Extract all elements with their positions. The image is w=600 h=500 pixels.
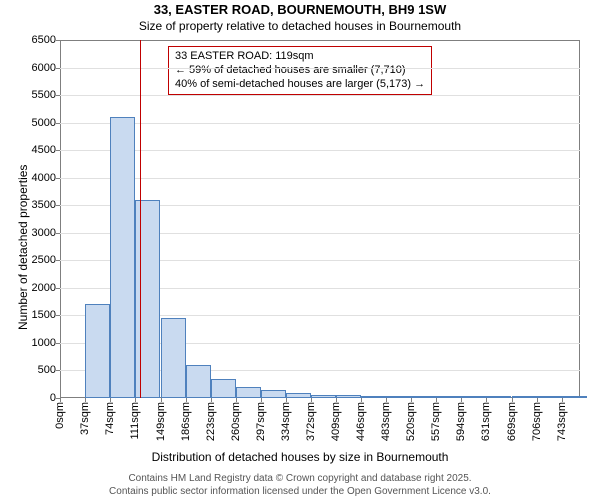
x-tick-label: 149sqm [155,402,167,441]
histogram-bar [386,396,411,398]
x-tick-label: 743sqm [556,402,568,441]
annotation-line: 40% of semi-detached houses are larger (… [175,78,425,92]
x-tick-label: 186sqm [180,402,192,441]
y-tick-label: 2500 [32,254,60,266]
histogram-bar [361,396,386,398]
x-tick-label: 334sqm [280,402,292,441]
annotation-line: 33 EASTER ROAD: 119sqm [175,50,425,64]
x-tick-label: 557sqm [430,402,442,441]
histogram-bar [336,395,361,398]
histogram-bar [85,304,110,398]
x-tick-label: 483sqm [380,402,392,441]
y-tick-label: 6500 [32,34,60,46]
x-tick-label: 0sqm [54,402,66,429]
y-tick-label: 3000 [32,227,60,239]
y-tick-label: 500 [38,364,60,376]
chart-subtitle: Size of property relative to detached ho… [0,19,600,33]
y-tick-label: 2000 [32,282,60,294]
gridline [60,95,580,96]
x-tick-label: 594sqm [455,402,467,441]
x-tick-label: 669sqm [506,402,518,441]
y-tick-label: 6000 [32,62,60,74]
x-tick-label: 706sqm [531,402,543,441]
histogram-bar [461,396,486,398]
gridline [60,150,580,151]
histogram-bar [411,396,436,398]
x-tick-label: 297sqm [255,402,267,441]
chart-title: 33, EASTER ROAD, BOURNEMOUTH, BH9 1SW [0,2,600,17]
property-marker-line [140,40,141,398]
y-axis-label: Number of detached properties [16,165,30,330]
gridline [60,123,580,124]
x-tick-label: 520sqm [405,402,417,441]
histogram-bar [562,396,587,398]
gridline [60,68,580,69]
y-tick-label: 4500 [32,144,60,156]
x-tick-label: 74sqm [104,402,116,435]
gridline [60,178,580,179]
x-tick-label: 260sqm [230,402,242,441]
marker-annotation: 33 EASTER ROAD: 119sqm ← 59% of detached… [168,46,432,95]
histogram-bar [161,318,186,398]
histogram-bar [486,396,511,398]
x-tick-label: 372sqm [305,402,317,441]
annotation-line: ← 59% of detached houses are smaller (7,… [175,64,425,78]
histogram-bar [236,387,261,398]
histogram-bar [186,365,211,398]
histogram-bar [261,390,286,398]
histogram-bar [211,379,236,398]
y-tick-label: 1500 [32,309,60,321]
x-axis-label: Distribution of detached houses by size … [0,450,600,464]
x-tick-label: 409sqm [330,402,342,441]
x-tick-label: 446sqm [355,402,367,441]
histogram-bar [512,396,537,398]
y-tick-label: 4000 [32,172,60,184]
x-tick-label: 223sqm [205,402,217,441]
y-tick-label: 1000 [32,337,60,349]
histogram-bar [286,393,311,399]
histogram-bar [311,395,336,398]
x-tick-label: 37sqm [79,402,91,435]
histogram-bar [537,396,562,398]
y-tick-label: 5500 [32,89,60,101]
y-tick-label: 5000 [32,117,60,129]
footer-line: Contains HM Land Registry data © Crown c… [0,473,600,486]
histogram-bar [436,396,461,398]
x-tick-label: 631sqm [480,402,492,441]
histogram-bar [135,200,160,398]
histogram-plot: 33 EASTER ROAD: 119sqm ← 59% of detached… [60,40,580,398]
x-tick-label: 111sqm [129,402,141,440]
y-tick-label: 3500 [32,199,60,211]
histogram-bar [110,117,135,398]
footer-line: Contains public sector information licen… [0,486,600,499]
footer-attribution: Contains HM Land Registry data © Crown c… [0,473,600,498]
